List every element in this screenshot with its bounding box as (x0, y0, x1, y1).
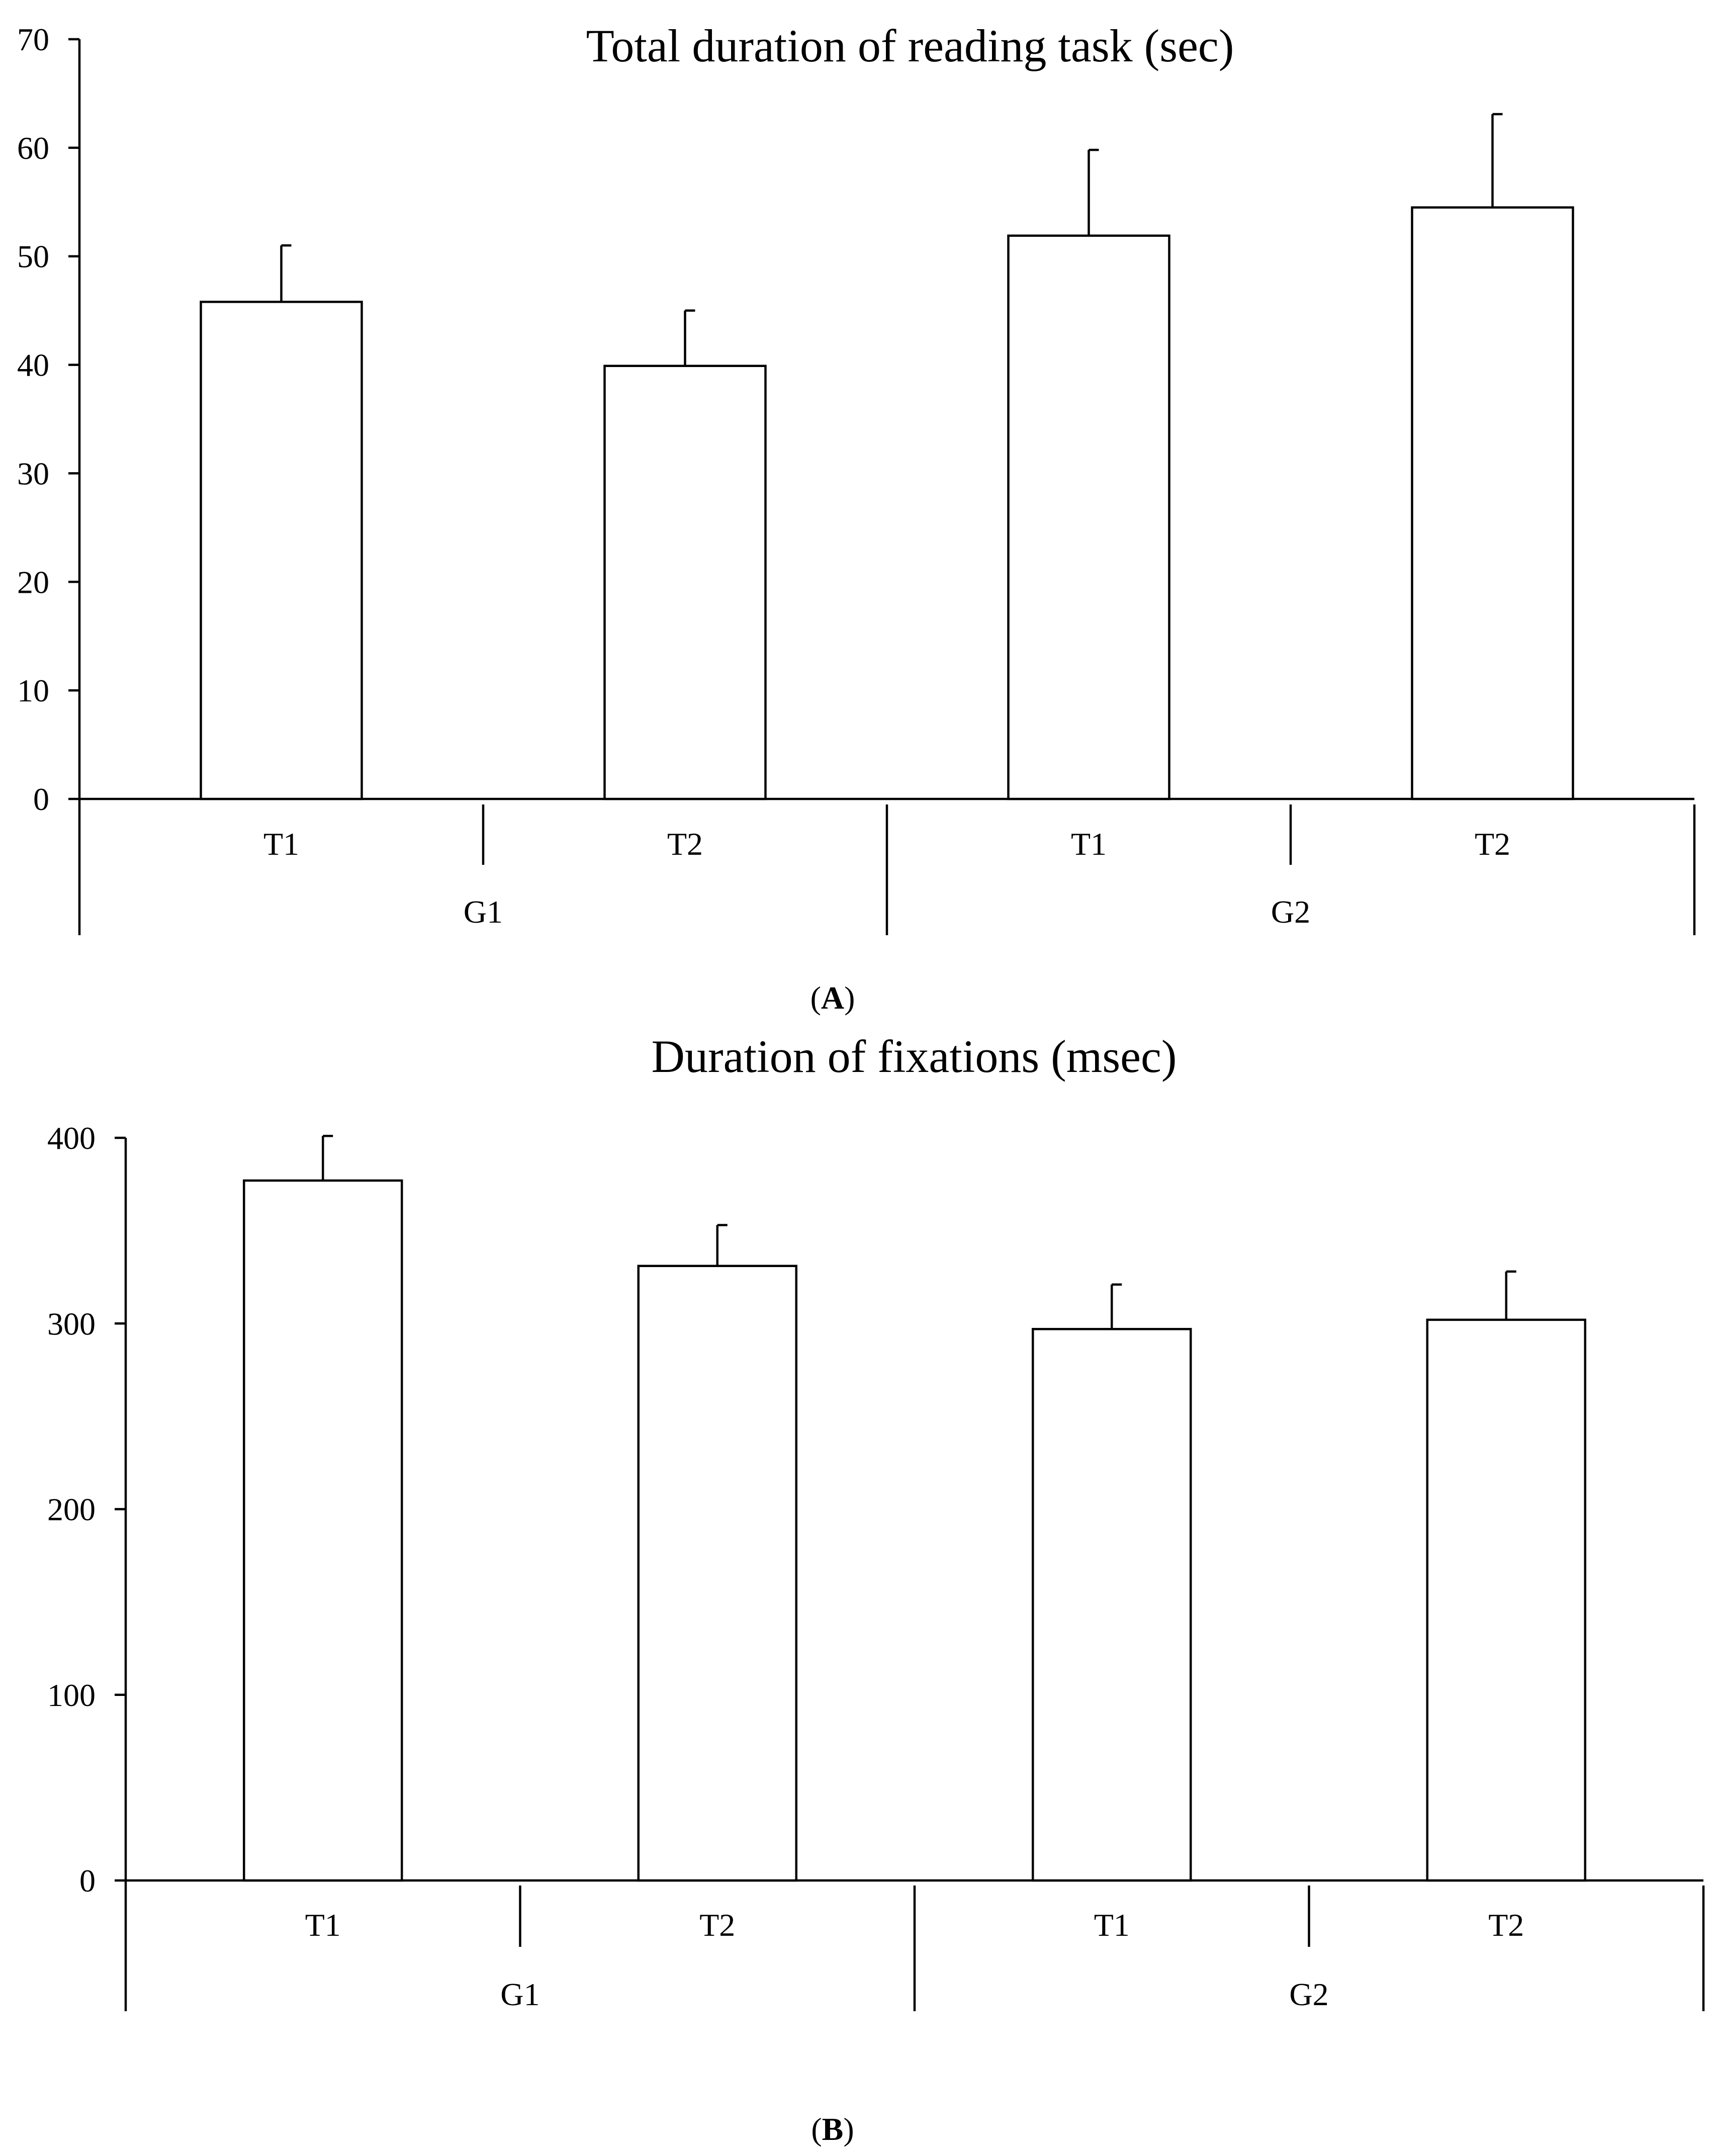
bar (603, 365, 767, 800)
category-label: T2 (699, 1907, 735, 1943)
group-label: G2 (1289, 1977, 1328, 2012)
bar (1007, 234, 1170, 800)
panel-label-b: (B) (811, 2111, 854, 2147)
bar (200, 301, 363, 800)
chart-title: Duration of fixations (msec) (652, 1031, 1177, 1082)
panel-label-a: (A) (810, 980, 855, 1016)
y-tick-label: 0 (79, 1863, 96, 1899)
chart-panel-a: Total duration of reading task (sec) 0 10 2… (17, 20, 1696, 935)
category-label: T1 (263, 826, 299, 862)
category-label: T2 (1488, 1907, 1524, 1943)
category-label: T1 (305, 1907, 341, 1943)
bar (1032, 1328, 1192, 1882)
y-tick-label: 60 (17, 130, 49, 166)
y-tick-label: 0 (33, 781, 49, 817)
y-tick-label: 50 (17, 239, 49, 275)
group-label: G1 (500, 1977, 539, 2012)
y-tick-label: 20 (17, 564, 49, 600)
category-label: T1 (1094, 1907, 1130, 1943)
bar (1411, 206, 1574, 800)
category-label: T2 (667, 826, 703, 862)
y-tick-label: 30 (17, 456, 49, 491)
bar (637, 1265, 797, 1882)
bar (243, 1179, 403, 1882)
y-tick-label: 10 (17, 673, 49, 708)
category-label: T1 (1071, 826, 1107, 862)
group-label: G1 (464, 894, 503, 930)
y-tick-label: 40 (17, 347, 49, 383)
y-tick-label: 300 (47, 1306, 96, 1341)
category-label: T2 (1475, 826, 1510, 862)
group-label: G2 (1271, 894, 1310, 930)
chart-panel-b: Duration of fixations (msec) 0 100 200 300 40… (47, 1031, 1705, 2012)
chart-title: Total duration of reading task (sec) (586, 20, 1234, 71)
bar (1426, 1318, 1586, 1882)
y-tick-label: 100 (47, 1677, 96, 1713)
y-tick-label: 200 (47, 1492, 96, 1528)
y-tick-label: 70 (17, 22, 49, 57)
y-tick-label: 400 (47, 1120, 96, 1156)
